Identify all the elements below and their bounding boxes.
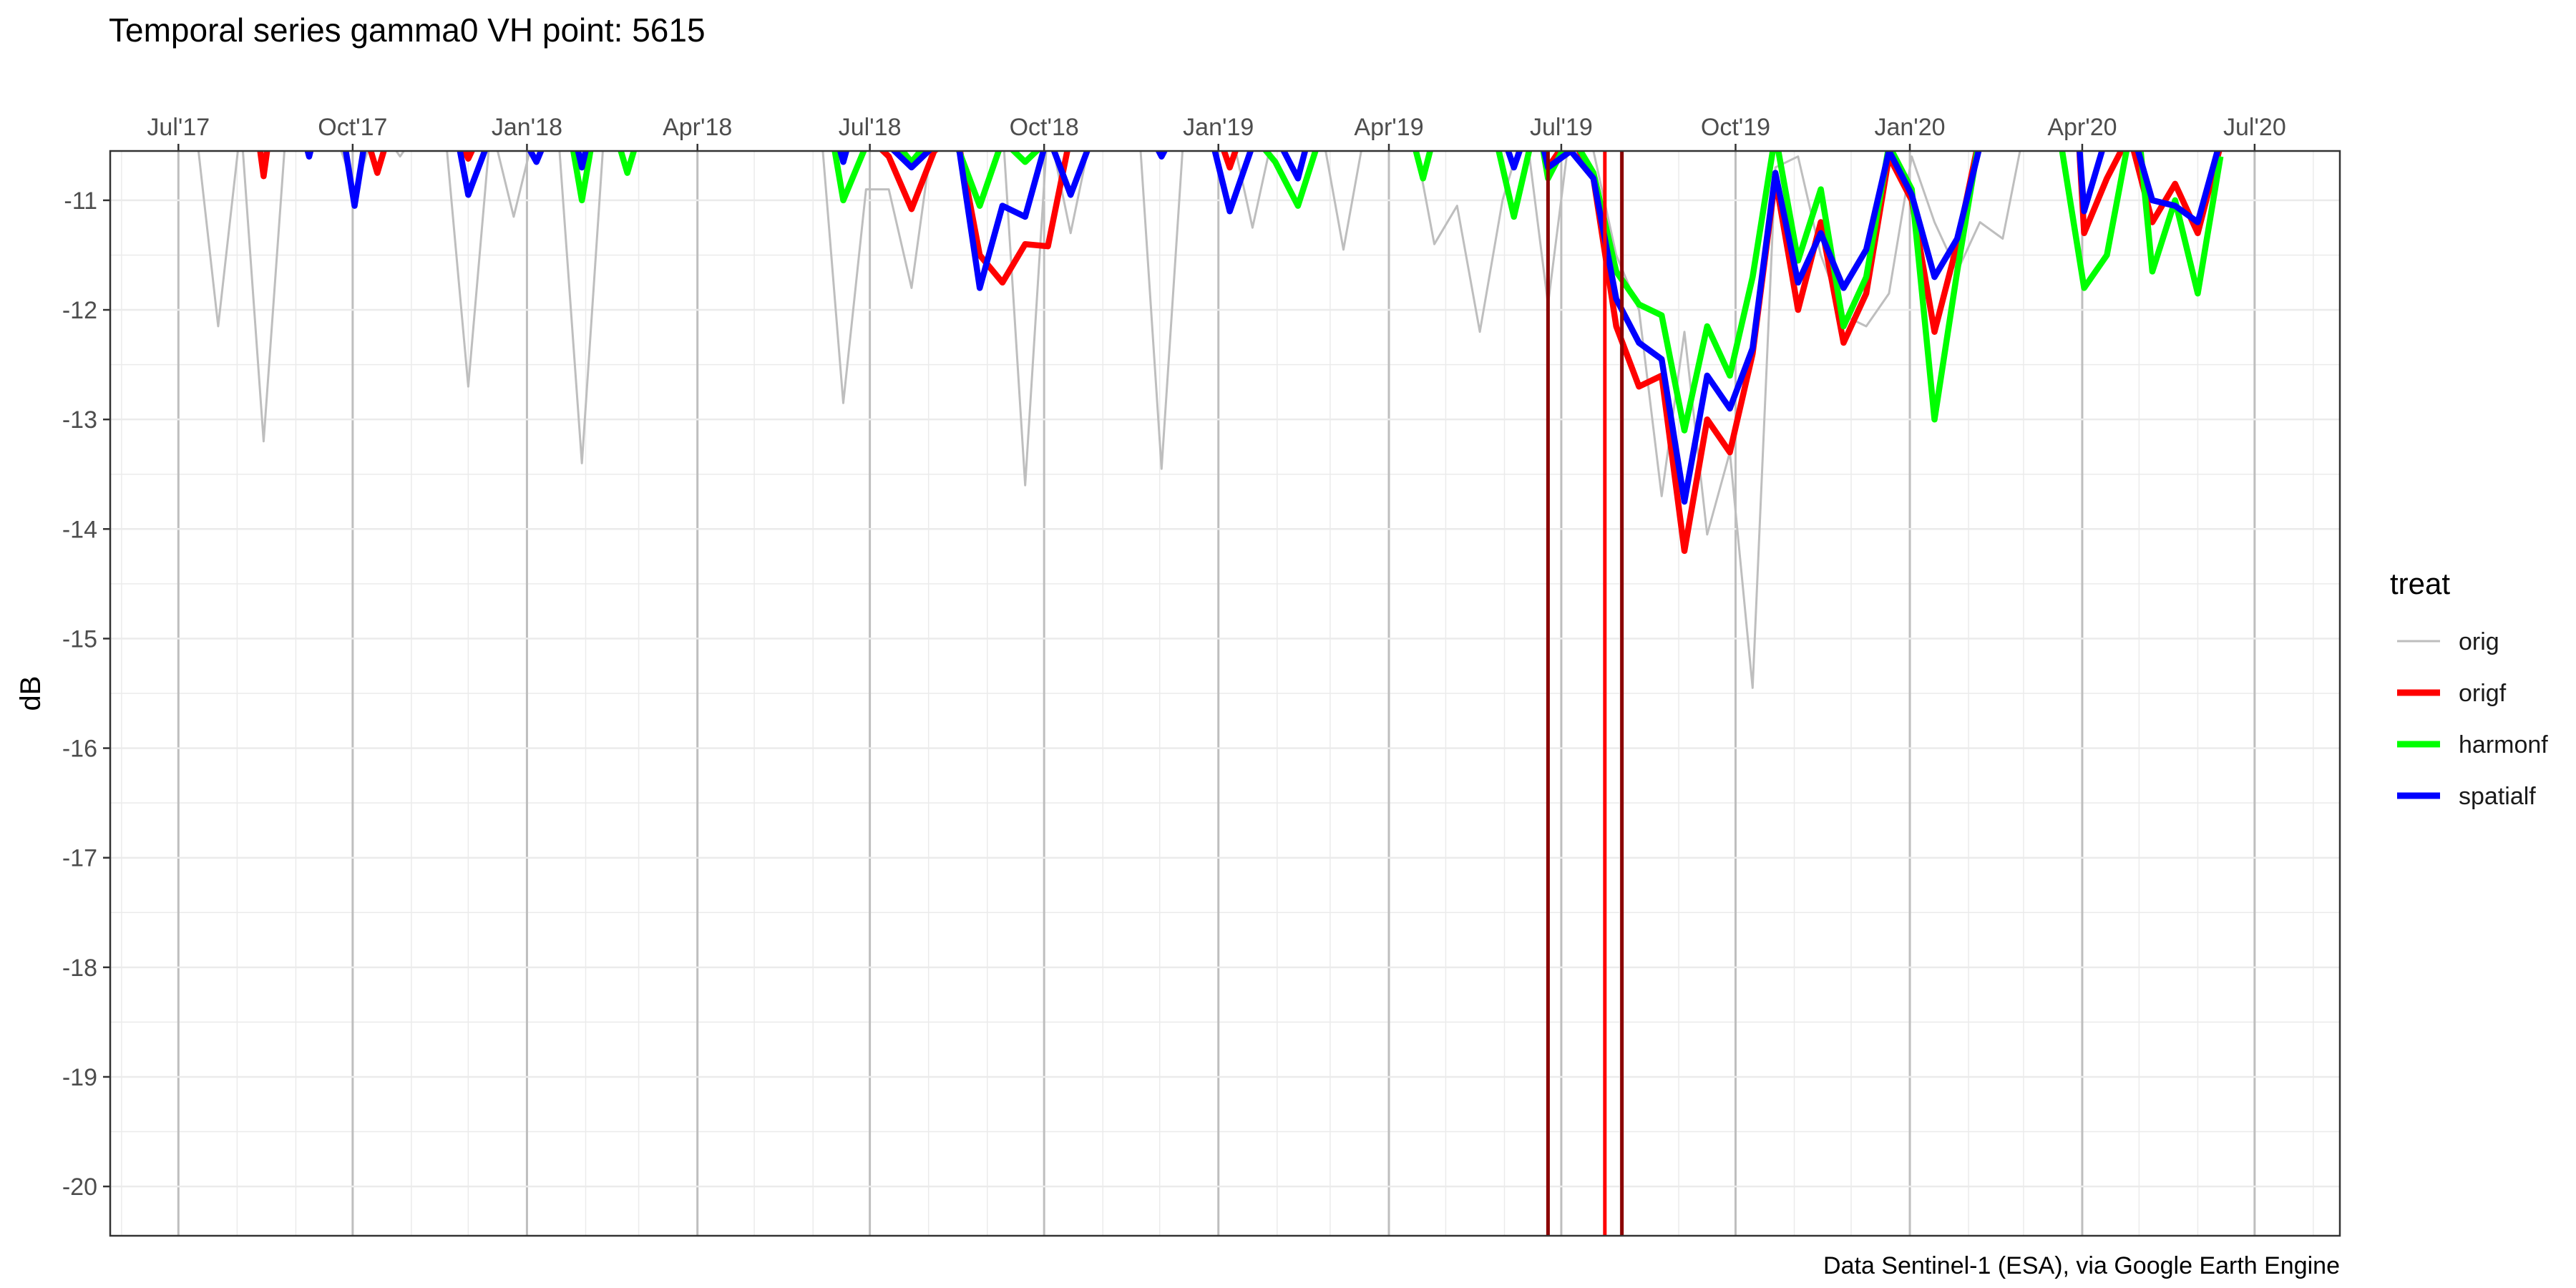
series-line-spatialf [575, 151, 589, 171]
series-spatialf [304, 151, 2221, 505]
series-orig [197, 151, 2021, 689]
legend-label-orig: orig [2459, 628, 2499, 655]
series-line-harmonf [618, 151, 638, 176]
x-tick-label: Jan'18 [492, 114, 562, 141]
y-tick-label: -14 [62, 516, 97, 543]
x-tick-label: Jul'19 [1530, 114, 1593, 141]
series-line-spatialf [889, 151, 1091, 291]
major-grid [110, 151, 2340, 1236]
series-line-harmonf [2059, 151, 2130, 291]
x-tick-label: Jul'20 [2223, 114, 2286, 141]
series-line-origf [1221, 151, 1239, 171]
series-line-spatialf [1505, 151, 1523, 171]
x-tick-label: Jul'17 [147, 114, 210, 141]
series-line-origf [461, 151, 476, 162]
legend-title: treat [2390, 567, 2450, 600]
series-line-origf [367, 151, 387, 176]
x-tick-label: Oct'18 [1010, 114, 1079, 141]
chart-title: Temporal series gamma0 VH point: 5615 [109, 11, 706, 49]
series-line-spatialf [1211, 151, 1309, 215]
y-tick-label: -17 [62, 845, 97, 872]
series-line-spatialf [457, 151, 488, 198]
event-lines [1546, 151, 1624, 1236]
y-axis: -11 -12 -13 -14 -15 -16 -17 -18 -19 -20 [62, 187, 110, 1201]
series-line-harmonf [570, 151, 594, 204]
x-tick-label: Apr'19 [1354, 114, 1423, 141]
x-tick-label: Jul'18 [839, 114, 902, 141]
x-tick-label: Jan'19 [1183, 114, 1254, 141]
plot-border [109, 150, 2341, 1237]
series-line-harmonf [1496, 151, 1533, 220]
series-line-harmonf [1262, 151, 1319, 209]
y-tick-label: -11 [64, 187, 97, 215]
legend-label-spatialf: spatialf [2459, 783, 2536, 810]
series-line-origf [257, 151, 270, 180]
series-line-harmonf [1413, 151, 1433, 182]
series-line-harmonf [2137, 151, 2224, 297]
minor-grid [110, 151, 2340, 1236]
series-line-spatialf [342, 151, 367, 209]
x-axis: Jul'17 Oct'17 Jan'18 Apr'18 Jul'18 Oct'18 Jan'… [147, 114, 2286, 151]
y-tick-label: -20 [62, 1174, 97, 1201]
series-line-harmonf [831, 151, 1041, 209]
series-line-spatialf [304, 151, 314, 160]
series-line-spatialf [2077, 151, 2106, 215]
series-layer [197, 151, 2224, 689]
series-line-spatialf [1155, 151, 1169, 160]
y-tick-label: -15 [62, 625, 97, 653]
y-tick-label: -13 [62, 406, 97, 434]
series-line-orig [197, 151, 2021, 689]
chart-caption: Data Sentinel-1 (ESA), via Google Earth … [1823, 1252, 2340, 1279]
series-line-spatialf [1541, 151, 1982, 505]
legend-label-origf: origf [2459, 680, 2507, 707]
x-tick-label: Apr'18 [663, 114, 732, 141]
x-tick-label: Apr'20 [2047, 114, 2117, 141]
y-tick-label: -18 [62, 955, 97, 982]
y-axis-title: dB [15, 676, 47, 711]
x-tick-label: Oct'17 [318, 114, 387, 141]
series-line-spatialf [2135, 151, 2221, 225]
series-line-spatialf [836, 151, 850, 165]
legend: treat orig origf harmonf spatialf [2390, 567, 2548, 810]
x-tick-label: Oct'19 [1701, 114, 1770, 141]
legend-label-harmonf: harmonf [2459, 731, 2548, 758]
y-tick-label: -12 [62, 297, 97, 324]
y-tick-label: -19 [62, 1064, 97, 1091]
x-tick-label: Jan'20 [1874, 114, 1945, 141]
series-line-spatialf [527, 151, 545, 165]
y-tick-label: -16 [62, 736, 97, 763]
